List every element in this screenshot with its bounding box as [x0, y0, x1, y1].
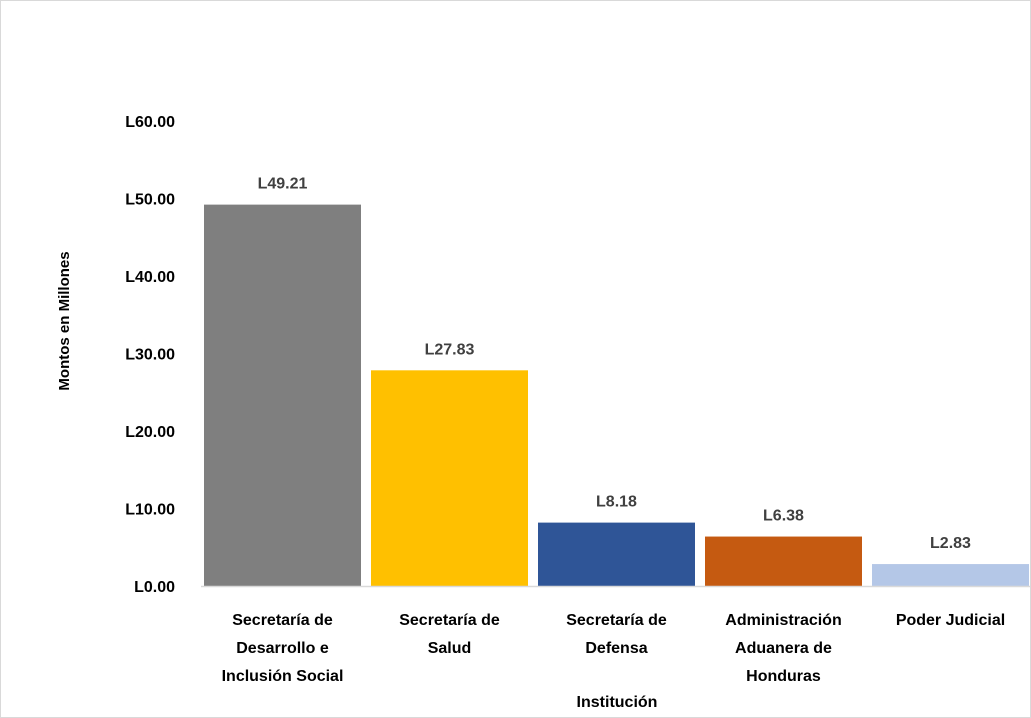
x-tick-label-line: Desarrollo e [236, 640, 329, 657]
bar [371, 370, 528, 586]
y-axis: L0.00 L10.00 L20.00 L30.00 L40.00 L50.00 L60.0… [125, 114, 175, 596]
x-tick-label-line: Secretaría de [399, 612, 500, 629]
y-tick-label: L30.00 [125, 347, 175, 364]
x-axis-title: Institución [577, 694, 658, 711]
data-label: L6.38 [763, 508, 804, 525]
x-tick-label-line: Honduras [746, 668, 821, 685]
x-tick-label-line: Aduanera de [735, 640, 832, 657]
bar [872, 564, 1029, 586]
y-tick-label: L60.00 [125, 114, 175, 131]
x-tick-label: Administración Aduanera de Honduras [725, 612, 841, 685]
x-tick-label-line: Salud [428, 640, 472, 657]
y-axis-title: Montos en Millones [56, 251, 73, 390]
bar [204, 204, 361, 586]
bars: L49.21 L27.83 L8.18 L6.38 L2.83 [204, 176, 1029, 586]
x-tick-label: Secretaría de Defensa [566, 612, 667, 657]
x-tick-label-line: Secretaría de [232, 612, 333, 629]
x-axis: Secretaría de Desarrollo e Inclusión Socia… [201, 585, 1030, 685]
x-tick-label-line: Defensa [585, 640, 647, 657]
y-tick-label: L0.00 [134, 579, 175, 596]
bar [705, 536, 862, 586]
x-tick-label: Secretaría de Salud [399, 612, 500, 657]
bar [538, 522, 695, 586]
y-tick-label: L10.00 [125, 502, 175, 519]
x-tick-label-line: Administración [725, 612, 841, 629]
y-tick-label: L20.00 [125, 424, 175, 441]
x-tick-label-line: Poder Judicial [896, 612, 1005, 629]
data-label: L49.21 [258, 176, 308, 193]
data-label: L27.83 [425, 341, 475, 358]
x-tick-label-line: Inclusión Social [222, 668, 344, 685]
x-tick-label-line: Secretaría de [566, 612, 667, 629]
x-tick-label: Secretaría de Desarrollo e Inclusión Socia… [222, 612, 344, 685]
data-label: L2.83 [930, 535, 971, 552]
y-tick-label: L50.00 [125, 192, 175, 209]
x-tick-label: Poder Judicial [896, 612, 1005, 629]
data-label: L8.18 [596, 494, 637, 511]
y-tick-label: L40.00 [125, 269, 175, 286]
